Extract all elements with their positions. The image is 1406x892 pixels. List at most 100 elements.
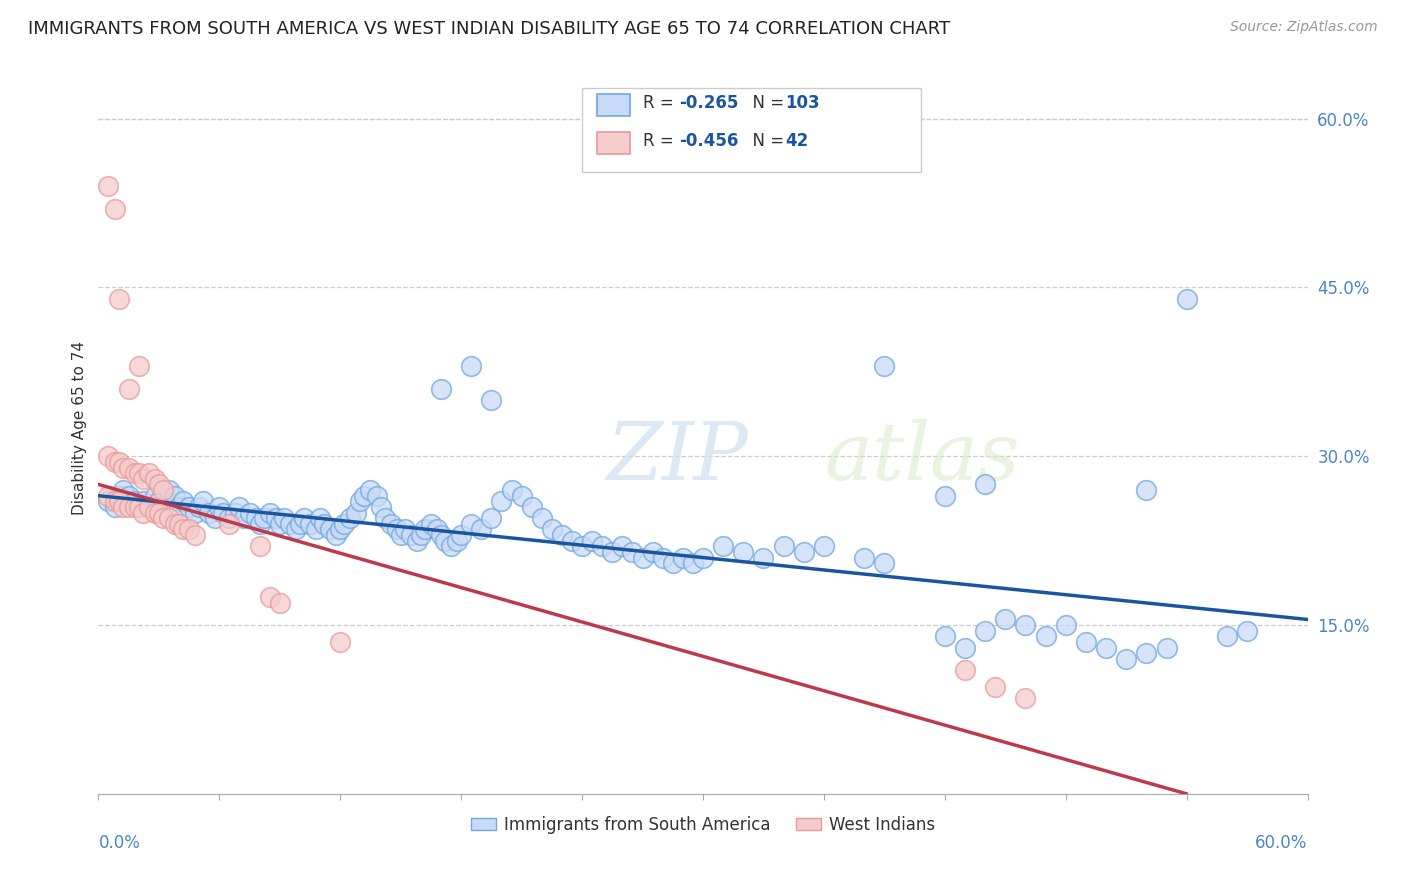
Point (470, 523, 492, 537)
Point (873, 359, 896, 374)
Point (143, 472, 166, 486)
Point (111, 500, 134, 514)
Point (530, 511, 553, 525)
Point (873, 556, 896, 570)
Point (232, 511, 254, 525)
Point (692, 550, 714, 565)
Point (107, 494, 129, 508)
Text: N =: N = (742, 132, 794, 151)
Point (984, 680, 1007, 694)
Point (212, 506, 235, 520)
Point (1135, 646, 1157, 660)
Point (394, 523, 416, 537)
Point (118, 489, 141, 503)
Point (259, 506, 281, 520)
Point (420, 516, 443, 531)
Point (621, 545, 644, 559)
Point (128, 466, 150, 480)
Point (273, 511, 295, 525)
Text: R =: R = (643, 95, 679, 112)
Point (249, 539, 271, 553)
Point (103, 455, 125, 469)
Point (299, 516, 322, 531)
Point (994, 612, 1017, 626)
Point (460, 516, 482, 531)
Point (434, 533, 457, 548)
Text: -0.456: -0.456 (679, 132, 738, 151)
Point (107, 455, 129, 469)
Point (813, 539, 835, 553)
Point (389, 528, 412, 542)
Point (152, 483, 174, 497)
Text: Source: ZipAtlas.com: Source: ZipAtlas.com (1230, 20, 1378, 34)
Point (426, 523, 449, 537)
Point (278, 516, 301, 531)
Point (551, 528, 574, 542)
Point (143, 506, 166, 520)
Point (405, 533, 427, 548)
Point (184, 528, 207, 542)
Point (228, 500, 250, 514)
Point (157, 483, 180, 497)
Point (172, 494, 194, 508)
Point (103, 202, 125, 216)
Point (97, 489, 120, 503)
Text: 42: 42 (785, 132, 808, 151)
Point (138, 466, 160, 480)
Point (143, 489, 166, 503)
Point (360, 483, 382, 497)
Point (612, 539, 634, 553)
Point (1014, 691, 1036, 706)
Point (631, 550, 654, 565)
Point (1236, 624, 1258, 638)
Point (118, 460, 141, 475)
Point (329, 635, 352, 649)
Point (934, 629, 956, 643)
Point (793, 545, 815, 559)
Point (581, 533, 603, 548)
Point (118, 500, 141, 514)
Point (97, 179, 120, 194)
FancyBboxPatch shape (582, 88, 921, 172)
Point (264, 511, 287, 525)
Point (204, 511, 226, 525)
Point (305, 523, 328, 537)
Point (288, 516, 311, 531)
Point (661, 556, 683, 570)
Point (953, 663, 976, 677)
Point (370, 500, 392, 514)
Point (124, 466, 146, 480)
Point (1175, 292, 1198, 306)
Point (853, 550, 876, 565)
Point (399, 528, 422, 542)
Point (366, 489, 388, 503)
Point (269, 516, 291, 531)
Text: IMMIGRANTS FROM SOUTH AMERICA VS WEST INDIAN DISABILITY AGE 65 TO 74 CORRELATION: IMMIGRANTS FROM SOUTH AMERICA VS WEST IN… (28, 20, 950, 37)
Point (198, 506, 221, 520)
Point (380, 516, 402, 531)
Point (772, 539, 794, 553)
Point (249, 516, 271, 531)
Point (128, 500, 150, 514)
Point (1035, 629, 1057, 643)
Point (682, 556, 704, 570)
Point (974, 624, 997, 638)
Point (314, 516, 336, 531)
Point (934, 489, 956, 503)
Point (218, 511, 240, 525)
Point (430, 382, 453, 396)
Point (224, 506, 246, 520)
Point (672, 550, 695, 565)
Point (711, 539, 734, 553)
Point (374, 511, 396, 525)
Point (1074, 635, 1097, 649)
Point (733, 545, 755, 559)
Point (1216, 629, 1239, 643)
Point (138, 500, 160, 514)
Point (349, 494, 371, 508)
FancyBboxPatch shape (596, 94, 630, 116)
Point (128, 500, 150, 514)
Point (107, 292, 129, 306)
Point (193, 494, 215, 508)
Point (118, 382, 141, 396)
